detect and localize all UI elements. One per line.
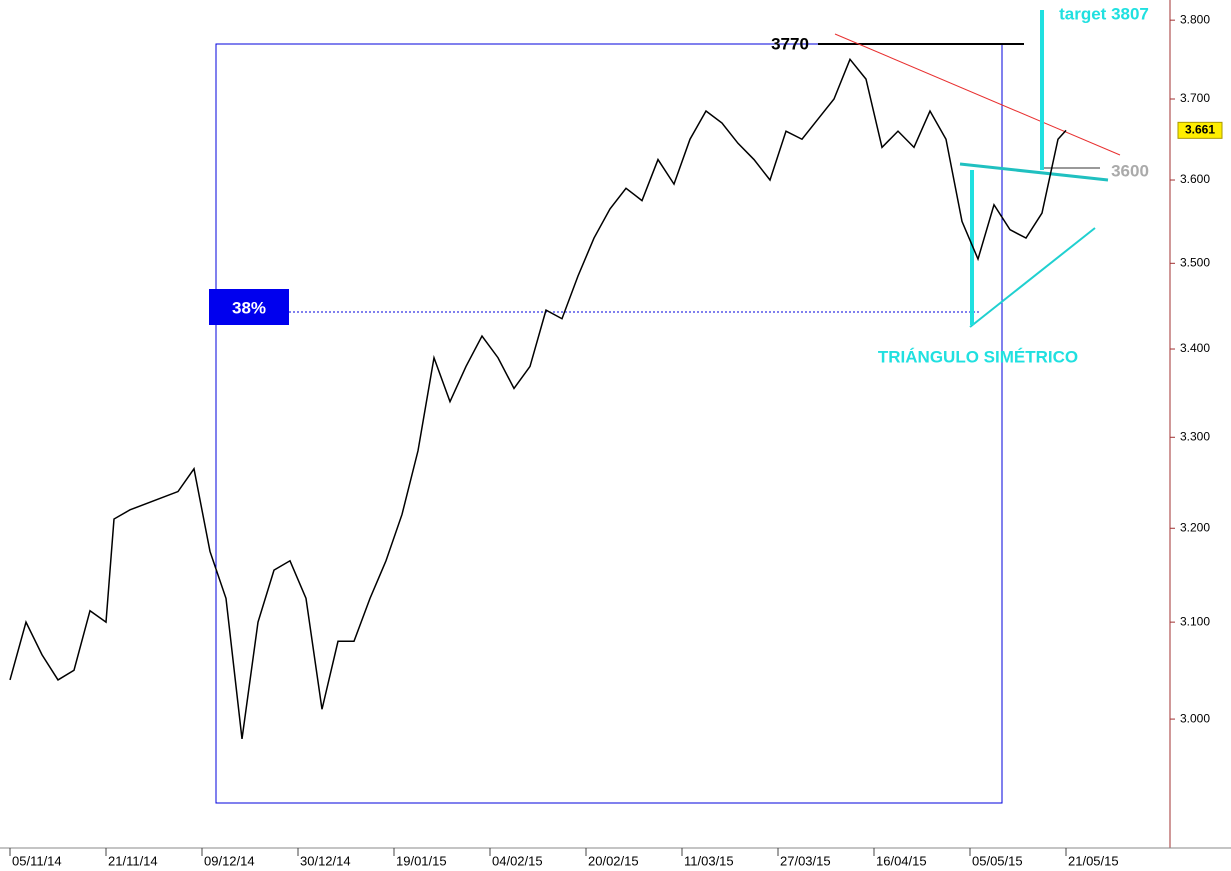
- x-tick-label: 19/01/15: [396, 853, 447, 868]
- x-tick-label: 21/11/14: [108, 853, 158, 868]
- x-tick-label: 27/03/15: [780, 853, 831, 868]
- x-tick-label: 04/02/15: [492, 853, 543, 868]
- y-tick-label: 3.000: [1180, 711, 1210, 725]
- fib-label: 38%: [232, 298, 266, 317]
- y-tick-label: 3.800: [1180, 12, 1210, 26]
- y-tick-label: 3.100: [1180, 614, 1210, 628]
- y-tick-label: 3.500: [1180, 255, 1210, 269]
- x-tick-label: 05/11/14: [12, 853, 62, 868]
- level-label: 3770: [771, 34, 809, 53]
- x-tick-label: 09/12/14: [204, 853, 255, 868]
- x-tick-label: 05/05/15: [972, 853, 1023, 868]
- pattern-label: TRIÁNGULO SIMÉTRICO: [878, 347, 1078, 366]
- x-tick-label: 11/03/15: [684, 853, 734, 868]
- trend-line: [834, 33, 1121, 156]
- triangle-line: [959, 162, 1109, 182]
- fib-label-box: [209, 289, 289, 325]
- level-label: 3600: [1111, 161, 1149, 180]
- last-price-box: [1177, 121, 1223, 139]
- fib-box: [215, 43, 1003, 804]
- x-tick-label: 30/12/14: [300, 853, 351, 868]
- triangle-line: [969, 227, 1096, 328]
- x-tick-label: 20/02/15: [588, 853, 639, 868]
- last-price-label: 3.661: [1185, 123, 1215, 137]
- y-tick-label: 3.700: [1180, 91, 1210, 105]
- y-tick-label: 3.600: [1180, 172, 1210, 186]
- price-line: [9, 57, 1067, 739]
- y-tick-label: 3.300: [1180, 429, 1210, 443]
- y-tick-label: 3.200: [1180, 520, 1210, 534]
- target-label: target 3807: [1059, 4, 1149, 23]
- y-tick-label: 3.400: [1180, 341, 1210, 355]
- x-tick-label: 16/04/15: [876, 853, 927, 868]
- x-tick-label: 21/05/15: [1068, 853, 1119, 868]
